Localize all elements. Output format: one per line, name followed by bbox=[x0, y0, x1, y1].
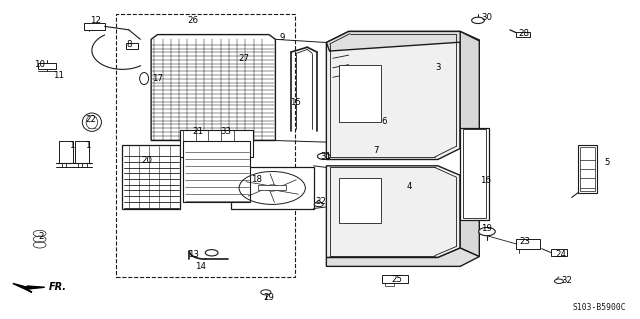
Circle shape bbox=[260, 290, 271, 295]
Bar bbox=[463, 130, 486, 218]
Text: 3: 3 bbox=[435, 63, 440, 72]
Text: 13: 13 bbox=[188, 250, 199, 259]
Text: 32: 32 bbox=[316, 197, 327, 206]
Text: 32: 32 bbox=[562, 276, 573, 285]
Text: 29: 29 bbox=[264, 293, 275, 301]
Text: 19: 19 bbox=[481, 224, 492, 233]
Text: 7: 7 bbox=[373, 145, 379, 154]
Bar bbox=[339, 178, 381, 223]
Circle shape bbox=[554, 279, 563, 284]
Polygon shape bbox=[326, 166, 460, 257]
Text: 4: 4 bbox=[406, 182, 412, 191]
Bar bbox=[231, 167, 314, 209]
Bar bbox=[84, 23, 104, 30]
Text: S103-B5900C: S103-B5900C bbox=[572, 303, 626, 312]
Bar bbox=[550, 249, 566, 256]
Text: 26: 26 bbox=[187, 16, 198, 25]
Bar bbox=[183, 141, 250, 202]
Bar bbox=[258, 185, 286, 190]
Polygon shape bbox=[151, 34, 275, 141]
Polygon shape bbox=[385, 283, 394, 286]
Text: 30: 30 bbox=[481, 13, 492, 22]
Text: 24: 24 bbox=[556, 250, 566, 259]
Text: 21: 21 bbox=[192, 127, 203, 136]
Text: 1: 1 bbox=[68, 141, 74, 150]
Polygon shape bbox=[75, 141, 89, 163]
Text: 28: 28 bbox=[518, 28, 529, 38]
Text: 1: 1 bbox=[84, 141, 90, 150]
Bar bbox=[339, 65, 381, 122]
Text: 2: 2 bbox=[38, 233, 44, 241]
Text: 5: 5 bbox=[604, 158, 609, 167]
Polygon shape bbox=[13, 284, 45, 292]
Text: 23: 23 bbox=[520, 237, 531, 246]
Text: 27: 27 bbox=[238, 54, 249, 63]
Text: 17: 17 bbox=[152, 74, 163, 83]
Text: 8: 8 bbox=[126, 40, 132, 48]
Text: 11: 11 bbox=[53, 71, 64, 80]
Text: 14: 14 bbox=[195, 262, 205, 271]
Bar bbox=[122, 145, 180, 209]
Polygon shape bbox=[326, 248, 479, 266]
Bar bbox=[516, 239, 540, 249]
Polygon shape bbox=[326, 32, 479, 51]
Ellipse shape bbox=[86, 115, 98, 129]
Ellipse shape bbox=[83, 113, 101, 131]
Bar bbox=[460, 128, 489, 219]
Text: 6: 6 bbox=[381, 117, 387, 126]
Text: 16: 16 bbox=[480, 175, 491, 185]
Text: FR.: FR. bbox=[49, 282, 67, 292]
Bar bbox=[516, 33, 531, 37]
Circle shape bbox=[205, 250, 218, 256]
Text: 12: 12 bbox=[90, 16, 101, 25]
Circle shape bbox=[479, 227, 495, 236]
Bar bbox=[116, 14, 294, 277]
Bar bbox=[580, 147, 595, 191]
Text: 25: 25 bbox=[391, 275, 402, 284]
Text: 20: 20 bbox=[141, 156, 152, 165]
Text: 31: 31 bbox=[321, 152, 332, 161]
Text: 18: 18 bbox=[251, 174, 262, 184]
Bar bbox=[38, 63, 56, 69]
Text: 15: 15 bbox=[291, 98, 301, 107]
Text: 33: 33 bbox=[220, 127, 231, 136]
Bar bbox=[125, 43, 138, 49]
Text: 10: 10 bbox=[34, 60, 45, 69]
Text: 9: 9 bbox=[279, 33, 284, 42]
Text: 22: 22 bbox=[85, 115, 96, 123]
Polygon shape bbox=[460, 32, 479, 156]
Bar bbox=[180, 130, 253, 157]
Bar bbox=[578, 145, 597, 193]
Polygon shape bbox=[460, 175, 479, 256]
Polygon shape bbox=[59, 141, 73, 163]
Circle shape bbox=[472, 17, 484, 24]
Circle shape bbox=[314, 202, 323, 207]
Ellipse shape bbox=[140, 72, 148, 85]
Bar bbox=[383, 275, 408, 283]
Circle shape bbox=[266, 185, 278, 191]
Polygon shape bbox=[326, 32, 460, 160]
